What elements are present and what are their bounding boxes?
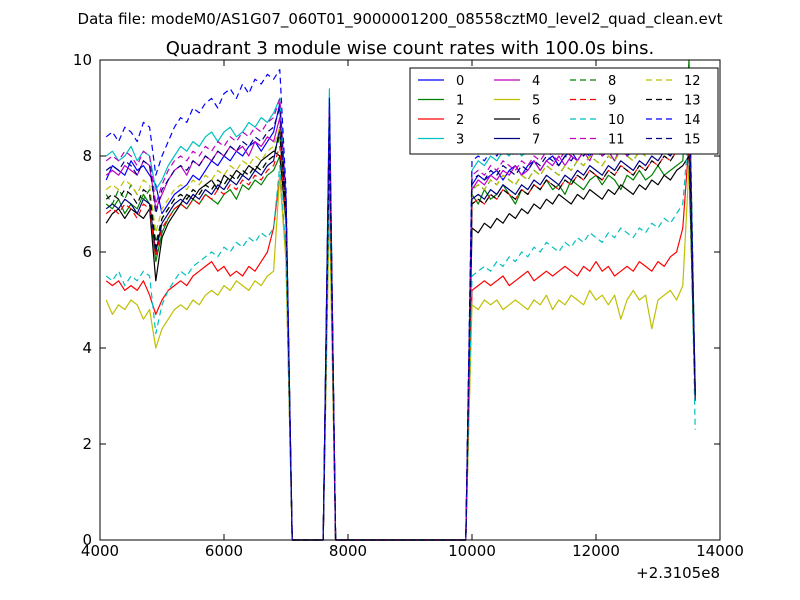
y-tick-label: 8 — [82, 147, 92, 165]
legend-label: 15 — [684, 133, 701, 148]
legend-label: 3 — [456, 133, 464, 148]
legend-label: 1 — [456, 94, 464, 109]
x-tick-label: 12000 — [572, 542, 620, 560]
legend-label: 11 — [608, 133, 625, 148]
series-line-12 — [105, 78, 696, 541]
series-line-13 — [105, 121, 696, 541]
x-tick-label: 14000 — [696, 542, 744, 560]
x-tick-label: 8000 — [329, 542, 367, 560]
x-tick-label: 10000 — [448, 542, 496, 560]
legend-label: 7 — [532, 133, 540, 148]
x-offset-label: +2.3105e8 — [636, 564, 720, 582]
x-axis: 4000 6000 8000 10000 12000 14000 — [81, 60, 744, 560]
legend-label: 8 — [608, 74, 616, 89]
legend-label: 5 — [532, 94, 540, 109]
legend-label: 9 — [608, 94, 616, 109]
legend-label: 4 — [532, 74, 540, 89]
series-line-15 — [105, 102, 696, 541]
chart-title: Quadrant 3 module wise count rates with … — [166, 38, 655, 59]
legend-label: 13 — [684, 94, 701, 109]
y-tick-label: 0 — [82, 531, 92, 549]
series-line-11 — [105, 92, 696, 541]
legend-box — [409, 67, 719, 155]
x-tick-label: 6000 — [205, 542, 243, 560]
figure-suptitle: Data file: modeM0/AS1G07_060T01_90000012… — [78, 10, 723, 29]
plot-frame — [99, 59, 721, 541]
legend-label: 10 — [608, 113, 625, 128]
legend-label: 6 — [532, 113, 540, 128]
y-tick-label: 4 — [82, 339, 92, 357]
y-tick-label: 2 — [82, 435, 92, 453]
series-group — [105, 59, 696, 541]
legend-label: 12 — [684, 74, 701, 89]
legend-label: 2 — [456, 113, 464, 128]
y-tick-label: 6 — [82, 243, 92, 261]
x-tick-label: 4000 — [81, 542, 119, 560]
legend-label: 0 — [456, 74, 464, 89]
legend-label: 14 — [684, 113, 701, 128]
y-tick-label: 10 — [73, 51, 92, 69]
